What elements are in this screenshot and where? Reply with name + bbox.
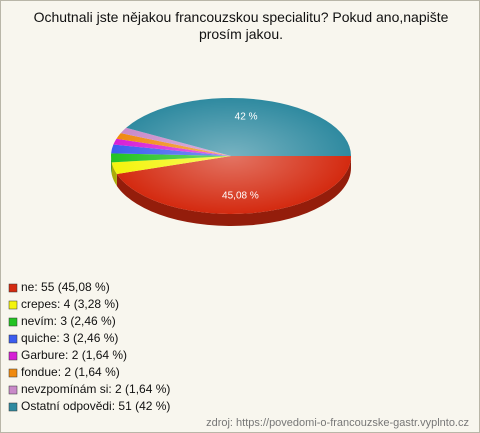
legend-swatch [8,402,18,412]
legend-swatch [8,351,18,361]
data-label: 42 % [235,111,258,122]
legend-label: crepes: 4 (3,28 %) [21,297,119,311]
legend: ne: 55 (45,08 %) crepes: 4 (3,28 %) nevím:… [8,280,170,413]
title-box: Ochutnali jste nějakou francouzskou spec… [33,9,449,42]
legend-label: Garbure: 2 (1,64 %) [21,348,127,362]
legend-swatch [8,368,18,378]
legend-swatch [8,317,18,327]
legend-label: ne: 55 (45,08 %) [21,280,110,294]
legend-label: fondue: 2 (1,64 %) [21,365,120,379]
legend-swatch [8,283,18,293]
source-note: zdroj: https://povedomi-o-francouzske-ga… [206,417,469,429]
data-label: 45,08 % [222,191,259,202]
legend-swatch [8,334,18,344]
legend-label: Ostatní odpovědi: 51 (42 %) [21,399,170,413]
legend-label: nevím: 3 (2,46 %) [21,314,116,328]
legend-swatch [8,385,18,395]
legend-label: quiche: 3 (2,46 %) [21,331,118,345]
legend-label: nevzpomínám si: 2 (1,64 %) [21,382,170,396]
pie: 45,08 % 42 % [111,98,352,226]
legend-swatch [8,300,18,310]
chart-title: Ochutnali jste nějakou francouzskou spec… [33,9,449,42]
